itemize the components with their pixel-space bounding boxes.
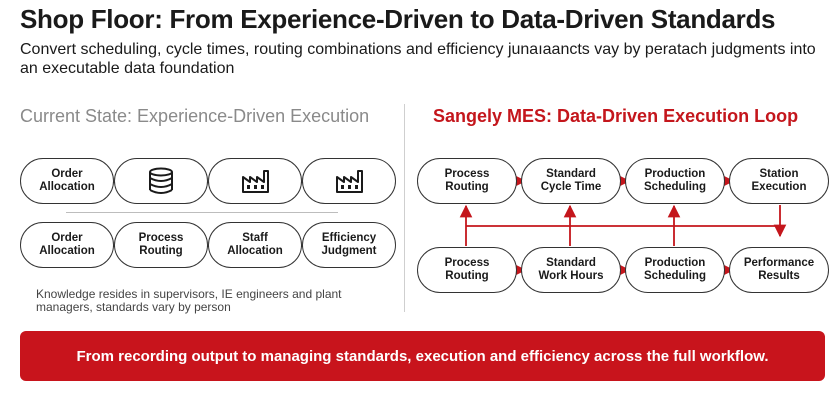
pill-label: Performance Results [743,257,815,282]
page-subtitle: Convert scheduling, cycle times, routing… [20,41,816,77]
current-top-factory-2 [302,158,396,204]
current-state-title: Current State: Experience-Driven Executi… [20,106,370,126]
pill-label: Process Routing [138,232,184,257]
mes-bottom-performance-results: Performance Results [729,247,829,293]
mes-bottom-production-scheduling: Production Scheduling [625,247,725,293]
mes-top-process-routing: Process Routing [417,158,517,204]
current-top-factory-1 [208,158,302,204]
summary-banner: From recording output to managing standa… [20,331,825,381]
pill-label: Staff Allocation [227,232,283,257]
mes-bottom-process-routing: Process Routing [417,247,517,293]
section-divider [404,104,405,312]
database-icon [146,167,176,195]
mes-top-standard-cycle-time: Standard Cycle Time [521,158,621,204]
current-top-order-allocation: Order Allocation [20,158,114,204]
banner-text: From recording output to managing standa… [76,347,769,365]
pill-label: Standard Cycle Time [540,168,602,193]
mes-top-station-execution: Station Execution [729,158,829,204]
pill-label: Order Allocation [39,168,95,193]
pill-label: Process Routing [444,168,490,193]
pill-label: Station Execution [751,168,807,193]
row-separator [66,212,338,213]
factory-icon [334,168,364,194]
pill-label: Standard Work Hours [538,257,604,282]
mes-top-production-scheduling: Production Scheduling [625,158,725,204]
current-state-note: Knowledge resides in supervisors, IE eng… [36,287,342,314]
pill-label: Order Allocation [39,232,95,257]
current-bottom-process-routing: Process Routing [114,222,208,268]
pill-label: Production Scheduling [644,168,706,193]
current-bottom-efficiency-judgment: Efficiency Judgment [302,222,396,268]
mes-loop-title: Sangely MES: Data-Driven Execution Loop [433,106,799,126]
factory-icon [240,168,270,194]
current-bottom-staff-allocation: Staff Allocation [208,222,302,268]
pill-label: Efficiency Judgment [321,232,377,257]
page-title: Shop Floor: From Experience-Driven to Da… [20,4,776,34]
current-top-database [114,158,208,204]
mes-bottom-standard-work-hours: Standard Work Hours [521,247,621,293]
pill-label: Production Scheduling [644,257,706,282]
pill-label: Process Routing [444,257,490,282]
current-bottom-order-allocation: Order Allocation [20,222,114,268]
